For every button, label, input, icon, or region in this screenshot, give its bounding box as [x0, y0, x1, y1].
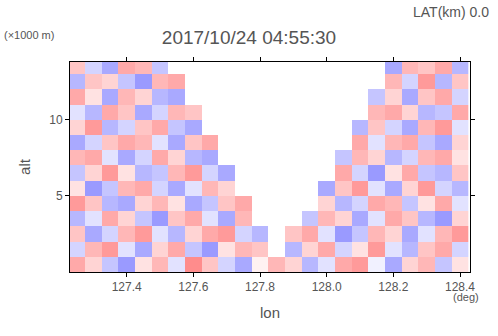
svg-text:128.2: 128.2	[378, 280, 408, 294]
svg-text:127.8: 127.8	[245, 280, 275, 294]
svg-text:5: 5	[56, 189, 63, 203]
svg-text:127.6: 127.6	[178, 280, 208, 294]
svg-text:2017/10/24 04:55:30: 2017/10/24 04:55:30	[162, 27, 336, 48]
svg-text:127.4: 127.4	[112, 280, 142, 294]
svg-text:128.4: 128.4	[445, 280, 475, 294]
svg-text:alt: alt	[16, 158, 33, 175]
svg-text:(deg): (deg)	[453, 291, 479, 303]
svg-text:lon: lon	[260, 304, 280, 321]
svg-text:10: 10	[49, 113, 63, 127]
svg-text:LAT(km) 0.0: LAT(km) 0.0	[413, 4, 489, 20]
svg-text:128.0: 128.0	[312, 280, 342, 294]
svg-text:(×1000 m): (×1000 m)	[4, 29, 54, 41]
